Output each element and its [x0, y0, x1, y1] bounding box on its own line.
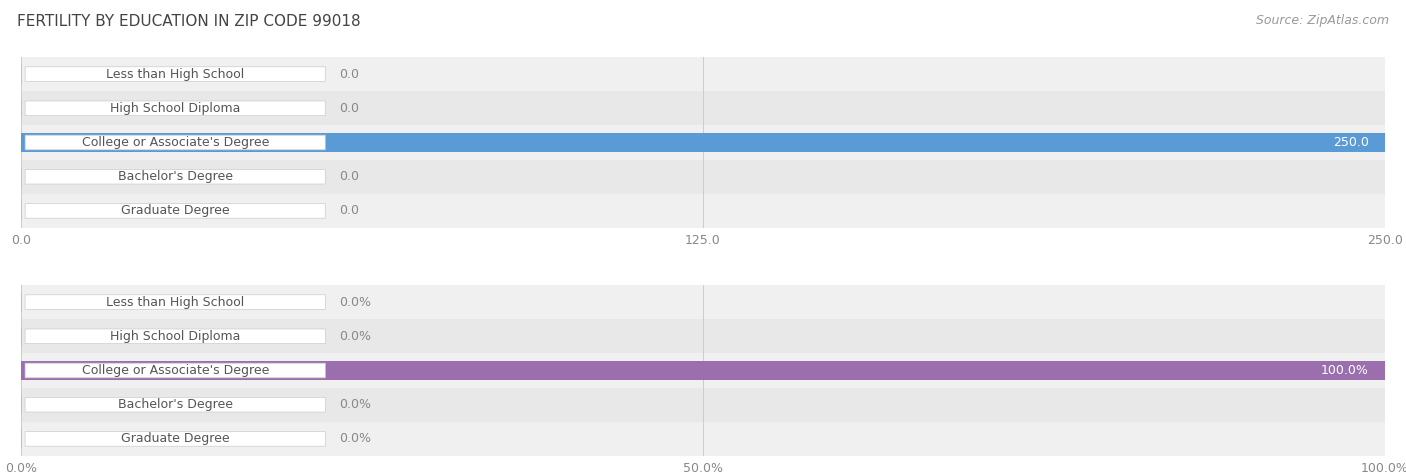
Text: 0.0: 0.0	[339, 67, 359, 81]
Bar	[21, 125, 1385, 160]
Text: Less than High School: Less than High School	[105, 67, 245, 81]
FancyBboxPatch shape	[25, 170, 325, 184]
Text: 0.0: 0.0	[339, 170, 359, 183]
Text: 0.0%: 0.0%	[339, 330, 371, 343]
Text: Graduate Degree: Graduate Degree	[121, 204, 229, 218]
Text: 0.0%: 0.0%	[339, 295, 371, 309]
Bar	[21, 160, 1385, 194]
Bar	[21, 319, 1385, 353]
FancyBboxPatch shape	[25, 398, 325, 412]
Text: 100.0%: 100.0%	[1320, 364, 1368, 377]
FancyBboxPatch shape	[25, 135, 325, 150]
FancyBboxPatch shape	[25, 295, 325, 309]
Text: 0.0%: 0.0%	[339, 398, 371, 411]
Text: High School Diploma: High School Diploma	[110, 102, 240, 115]
FancyBboxPatch shape	[25, 329, 325, 343]
Text: FERTILITY BY EDUCATION IN ZIP CODE 99018: FERTILITY BY EDUCATION IN ZIP CODE 99018	[17, 14, 360, 29]
Text: Bachelor's Degree: Bachelor's Degree	[118, 170, 233, 183]
Bar	[21, 91, 1385, 125]
Bar	[21, 422, 1385, 456]
Text: Source: ZipAtlas.com: Source: ZipAtlas.com	[1256, 14, 1389, 27]
FancyBboxPatch shape	[25, 101, 325, 115]
Bar	[21, 353, 1385, 388]
Text: High School Diploma: High School Diploma	[110, 330, 240, 343]
FancyBboxPatch shape	[25, 363, 325, 378]
FancyBboxPatch shape	[25, 432, 325, 446]
FancyBboxPatch shape	[25, 204, 325, 218]
Bar	[21, 388, 1385, 422]
Text: 0.0: 0.0	[339, 102, 359, 115]
Bar	[21, 285, 1385, 319]
Text: 0.0: 0.0	[339, 204, 359, 218]
Bar	[21, 361, 1385, 380]
Bar	[21, 57, 1385, 91]
FancyBboxPatch shape	[25, 67, 325, 81]
Text: College or Associate's Degree: College or Associate's Degree	[82, 364, 269, 377]
Text: Bachelor's Degree: Bachelor's Degree	[118, 398, 233, 411]
Text: Graduate Degree: Graduate Degree	[121, 432, 229, 446]
Text: Less than High School: Less than High School	[105, 295, 245, 309]
Bar	[21, 194, 1385, 228]
Text: 0.0%: 0.0%	[339, 432, 371, 446]
Text: 250.0: 250.0	[1333, 136, 1368, 149]
Text: College or Associate's Degree: College or Associate's Degree	[82, 136, 269, 149]
Bar	[21, 133, 1385, 152]
